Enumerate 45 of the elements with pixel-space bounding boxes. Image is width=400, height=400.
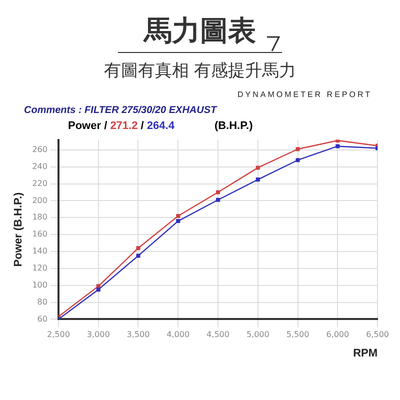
y-tick-label: 60 (37, 314, 48, 324)
x-tick-label: 5,000 (246, 330, 270, 340)
x-tick-label: 6,500 (366, 330, 389, 340)
text: 271.2 (110, 120, 138, 132)
x-tick-label: 2,500 (47, 330, 70, 340)
point (136, 254, 140, 258)
text: Power / (68, 120, 108, 132)
chart-title: 馬力圖表 (144, 15, 256, 46)
x-tick-label: 3,000 (86, 330, 110, 340)
point (336, 140, 340, 142)
point (216, 198, 220, 202)
y-tick-label: 240 (32, 162, 48, 171)
point (336, 144, 340, 148)
point (256, 178, 260, 182)
point (96, 288, 100, 292)
y-tick-label: 80 (37, 297, 48, 306)
text: DYNAMOMETER REPORT (236, 90, 373, 99)
point (296, 158, 300, 162)
point (136, 246, 140, 250)
point (176, 219, 180, 224)
x-tick-label: 3,500 (126, 330, 150, 340)
y-tick-label: 160 (32, 230, 48, 239)
y-tick-label: 200 (32, 196, 48, 205)
x-tick-label: 4,500 (206, 330, 230, 340)
text: (B.H.P.) (214, 120, 253, 132)
y-tick-label: 180 (32, 212, 48, 222)
x-tick-label: 6,000 (326, 330, 350, 340)
text: 264.4 (146, 120, 174, 132)
y-tick-label: 220 (32, 178, 48, 188)
point (256, 166, 260, 170)
chart-subtitle: 有圖有真相 有感提升馬力 (103, 60, 297, 82)
x-tick-label: 5,500 (286, 330, 310, 340)
point (96, 284, 100, 288)
point (296, 147, 300, 152)
y-tick-label: 140 (32, 246, 48, 256)
text: Comments : FILTER 275/30/20 EXHAUST (23, 105, 218, 116)
y-axis-title: Power (B.H.P.) (12, 192, 25, 267)
x-tick-label: 4,000 (166, 330, 190, 340)
point (216, 190, 220, 194)
text: / (140, 120, 144, 132)
x-axis-title: RPM (353, 347, 378, 360)
y-tick-label: 100 (32, 280, 48, 290)
y-tick-label: 120 (32, 264, 48, 273)
y-tick-label: 260 (32, 145, 48, 154)
point (176, 214, 180, 218)
